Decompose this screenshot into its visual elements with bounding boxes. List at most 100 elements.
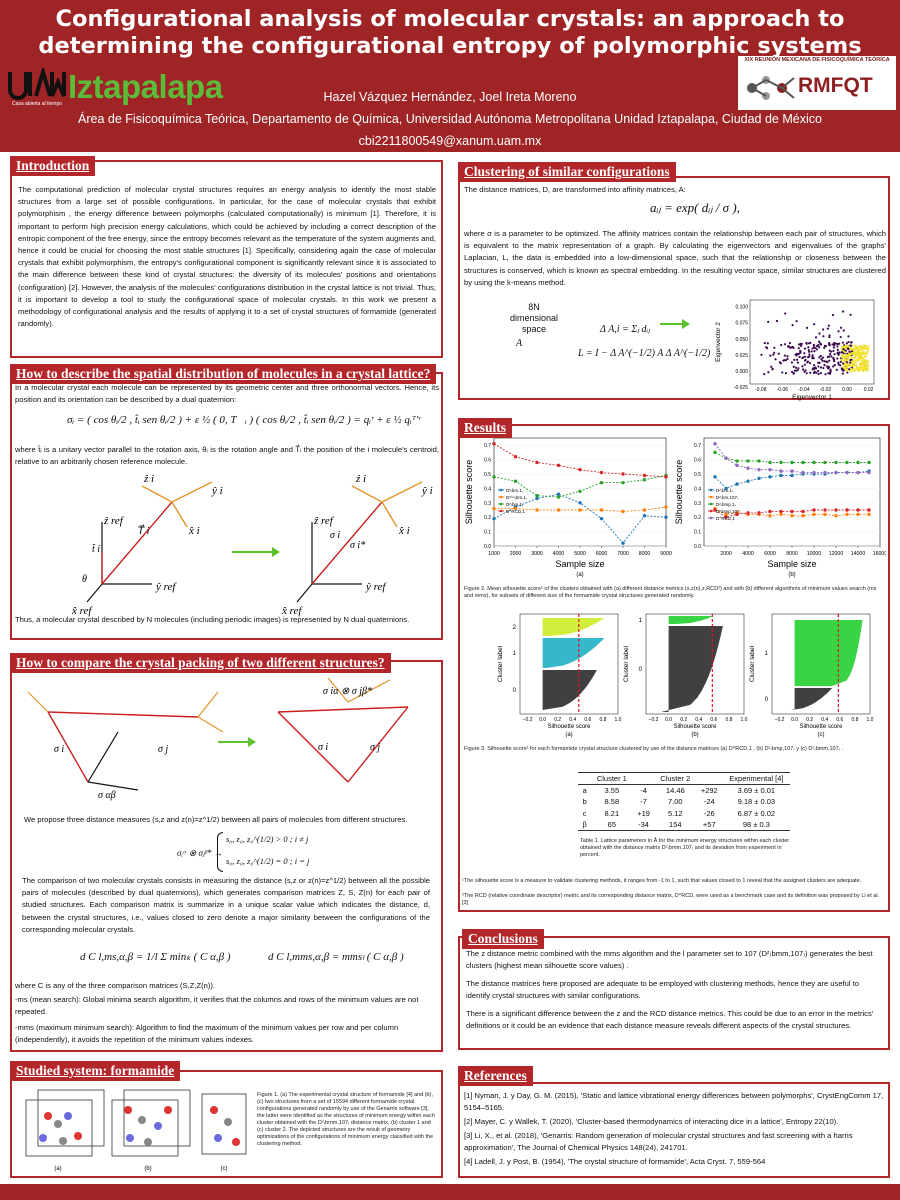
scatter-point bbox=[810, 350, 813, 353]
scatter-point bbox=[813, 323, 816, 326]
spectral-embedding-scatter: 0.100 0.075 0.050 0.025 0.000 -0.025 -0.08 -0.0… bbox=[715, 299, 875, 401]
scatter-point bbox=[771, 368, 774, 371]
y-axis-label: Silhouette score bbox=[464, 460, 474, 525]
data-point bbox=[779, 512, 783, 517]
data-point bbox=[801, 514, 805, 518]
scatter-point bbox=[849, 361, 852, 364]
scatter-point bbox=[847, 340, 850, 344]
reference-4: [4] Ladell, J. y Post, B. (1954), 'The c… bbox=[464, 1157, 766, 1166]
data-point bbox=[823, 508, 827, 512]
scatter-point bbox=[818, 356, 821, 359]
scatter-point bbox=[846, 347, 850, 350]
scatter-point bbox=[821, 359, 824, 362]
legend-marker bbox=[499, 502, 503, 506]
data-point bbox=[757, 511, 761, 515]
y-axis-label: Cluster label bbox=[749, 645, 756, 682]
data-point bbox=[801, 460, 805, 465]
scatter-point bbox=[823, 364, 826, 367]
quaternion-diagram: ẑ i ŷ i x̂ i ẑ ref ŷ ref x̂ ref t̂ i θ T… bbox=[72, 473, 433, 617]
scatter-point bbox=[832, 356, 835, 360]
data-point bbox=[768, 514, 772, 518]
scatter-point bbox=[794, 366, 798, 369]
series-line bbox=[493, 474, 667, 498]
data-point bbox=[867, 460, 871, 465]
table-cell: 8.58 bbox=[604, 797, 620, 807]
table-cell: 7.00 bbox=[667, 797, 683, 807]
panel-label: (b) bbox=[788, 572, 795, 578]
reference-2: [2] Mayer, C. y Wallek, T. (2020), 'Clus… bbox=[464, 1117, 839, 1126]
data-point bbox=[578, 508, 582, 512]
table-cell: +19 bbox=[637, 808, 650, 818]
authors: Hazel Vázquez Hernández, Joel Ireta More… bbox=[323, 90, 577, 104]
x-tick-label: 0.4 bbox=[821, 717, 828, 723]
legend-label: Dᶻ₍bm,107₎ bbox=[716, 495, 738, 500]
x-tick-label: −0.2 bbox=[649, 717, 659, 723]
scatter-point bbox=[833, 344, 836, 347]
x-tick-label: -0.08 bbox=[755, 387, 767, 393]
footnote-1: ¹The silhouette score is a measure to va… bbox=[462, 878, 862, 884]
scatter-point bbox=[826, 327, 829, 330]
scatter-point bbox=[847, 335, 850, 338]
x-tick-label: 0.4 bbox=[569, 717, 576, 723]
label-zi-2: ẑ i bbox=[355, 473, 366, 485]
y-axis-label: Silhouette score bbox=[674, 460, 684, 525]
contact-email[interactable]: cbi2211800549@xanum.uam.mx bbox=[358, 134, 542, 148]
table-cell: 3.55 bbox=[604, 786, 620, 795]
scatter-point bbox=[781, 371, 784, 374]
scatter-point bbox=[850, 364, 854, 368]
y-tick-label: 0.7 bbox=[694, 443, 701, 449]
x-tick-label: 7000 bbox=[617, 551, 629, 557]
scatter-point bbox=[848, 368, 851, 371]
x-tick-label: 0.2 bbox=[806, 717, 813, 723]
scatter-point bbox=[790, 361, 794, 364]
scatter-point bbox=[850, 356, 853, 359]
scatter-point bbox=[817, 340, 821, 343]
y-tick-label: 0.000 bbox=[735, 369, 748, 375]
scatter-point bbox=[801, 356, 804, 360]
silhouette-cluster bbox=[794, 620, 863, 686]
legend-label: Dᶻ₍bmp,107₎ bbox=[716, 509, 741, 514]
scatter-point bbox=[827, 367, 830, 370]
arrow-right-icon bbox=[660, 319, 690, 329]
scatter-point bbox=[841, 346, 844, 349]
scatter-point bbox=[843, 367, 847, 371]
case-nonzero: s₀, z₀, z₀^(1/2) > 0 ; i ≠ j bbox=[226, 834, 309, 844]
data-point bbox=[724, 515, 728, 519]
structure-c bbox=[201, 1093, 247, 1155]
data-point bbox=[513, 455, 518, 459]
label-T: T⃗ i bbox=[138, 524, 150, 537]
data-point bbox=[724, 512, 728, 517]
scatter-point bbox=[798, 355, 801, 359]
scatter-point bbox=[839, 335, 842, 339]
scatter-point bbox=[813, 350, 816, 353]
table-row: β 65 -34 154 +57 98 ± 0.3 bbox=[578, 819, 790, 831]
scatter-point bbox=[819, 354, 822, 358]
scatter-point bbox=[841, 310, 845, 313]
x-tick-label: 1.0 bbox=[615, 717, 622, 723]
data-point bbox=[845, 460, 849, 465]
silhouette-cluster bbox=[542, 618, 605, 636]
y-tick-label: 0.0 bbox=[484, 544, 491, 550]
scatter-point bbox=[859, 364, 862, 367]
compare-section: σ αβ σ i σ j σ iα ⊗ σ jβ* σ i σ j We pro… bbox=[10, 660, 443, 1052]
scatter-point bbox=[851, 344, 854, 347]
data-point bbox=[724, 456, 728, 460]
scatter-point bbox=[767, 320, 770, 323]
y-tick-label: 0.100 bbox=[735, 304, 748, 310]
figure3-caption: Figure 3. Silhouette score¹ for each for… bbox=[464, 746, 844, 752]
panel-label: (a) bbox=[576, 572, 583, 578]
conclusion-1: The z distance metric combined with the … bbox=[466, 949, 873, 971]
scatter-point bbox=[796, 358, 799, 361]
legend-marker bbox=[499, 488, 503, 492]
data-point bbox=[556, 495, 561, 499]
y-tick-label: 0.5 bbox=[484, 472, 491, 478]
panel-label: (b) bbox=[691, 732, 698, 738]
results-section: 0.0 0.1 0.2 0.3 0.4 0.5 0.6 0.7 1000 2000 3000 4000… bbox=[458, 424, 890, 912]
scatter-point bbox=[855, 367, 858, 371]
data-point bbox=[492, 442, 496, 446]
data-point bbox=[556, 492, 561, 496]
scatter-point bbox=[778, 361, 781, 364]
uam-mark-icon: Casa abierta al tiempo bbox=[6, 68, 68, 108]
legend-label: Dˢ₍bm,1₎ bbox=[506, 488, 523, 493]
scatter-point bbox=[817, 365, 820, 368]
